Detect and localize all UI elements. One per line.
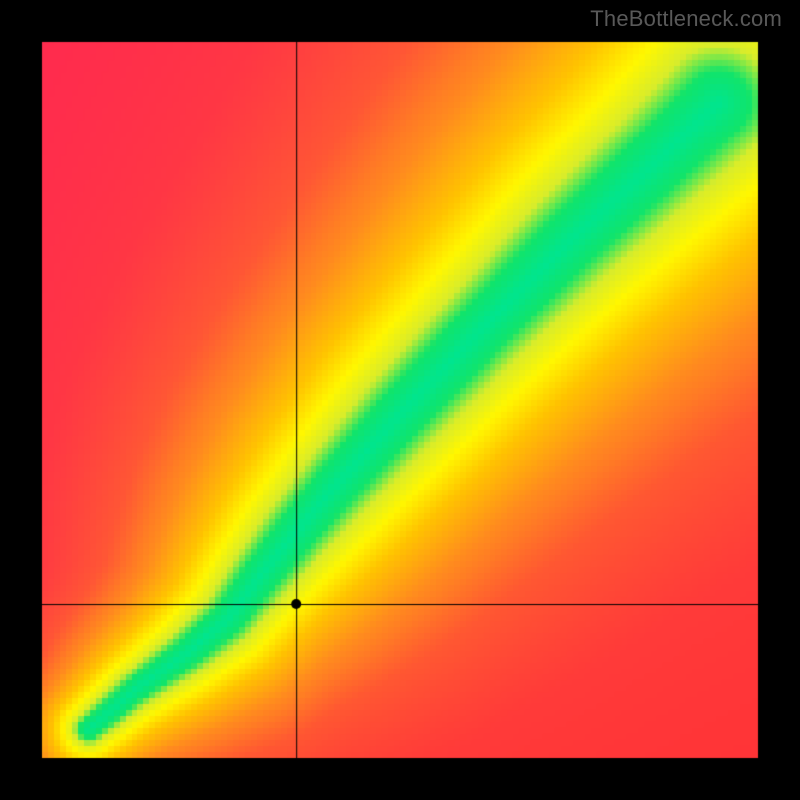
watermark-text: TheBottleneck.com xyxy=(590,6,782,32)
chart-container: TheBottleneck.com xyxy=(0,0,800,800)
bottleneck-heatmap xyxy=(0,0,800,800)
